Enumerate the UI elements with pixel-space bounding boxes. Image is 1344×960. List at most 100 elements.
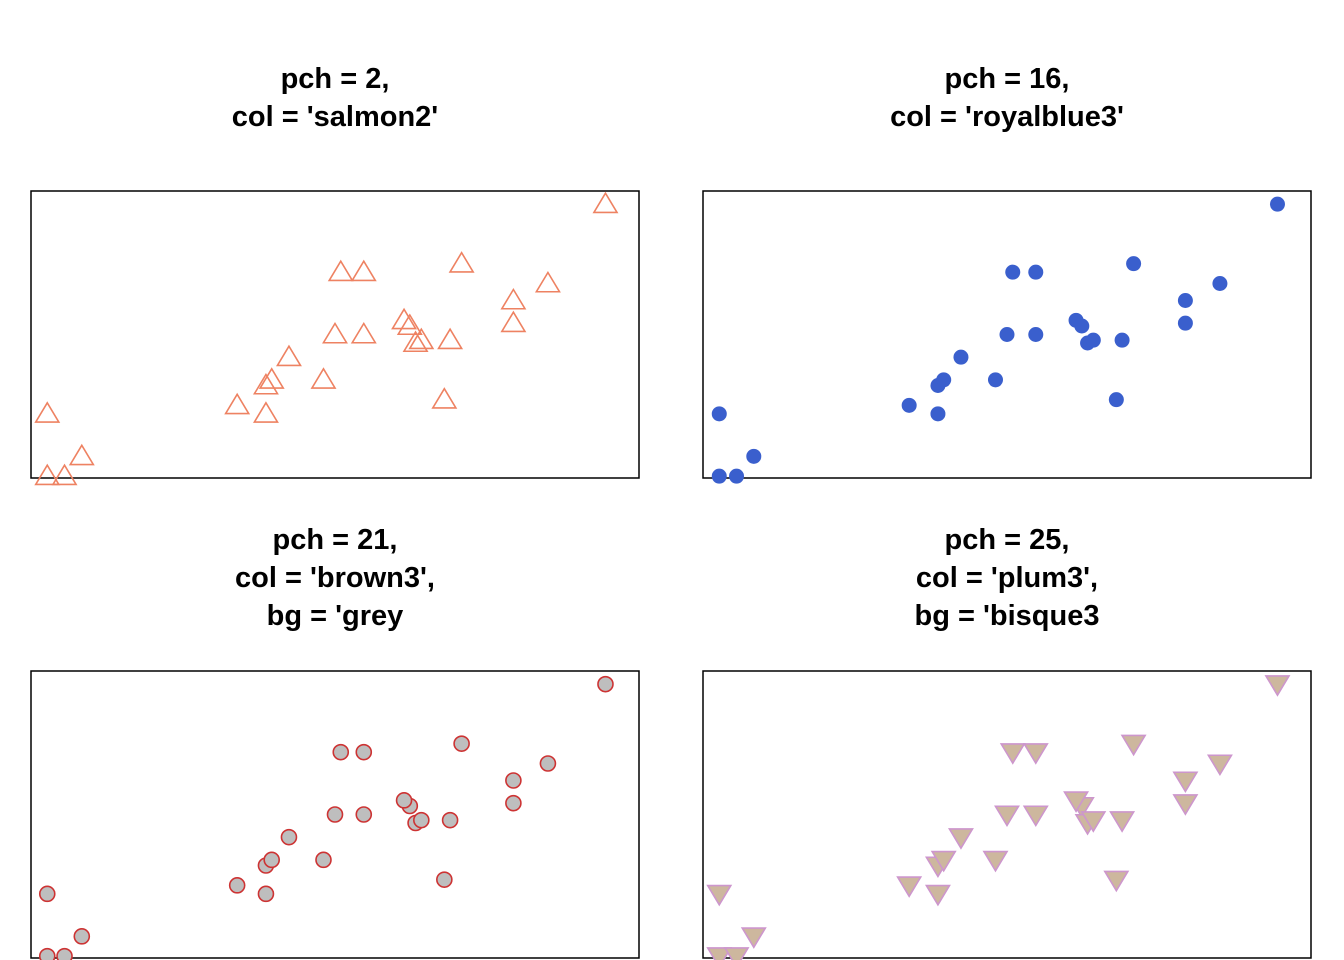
data-point <box>953 349 969 365</box>
panel-title-2: pch = 16, col = 'royalblue3' <box>702 60 1312 136</box>
data-point <box>999 327 1015 342</box>
panel-title-4-line-2: col = 'plum3', <box>915 562 1099 594</box>
panel-title-4: pch = 25, col = 'plum3', bg = 'bisque3 <box>702 521 1312 635</box>
data-point <box>51 463 78 486</box>
data-point <box>947 828 974 850</box>
data-point <box>711 468 727 484</box>
data-point <box>73 928 91 945</box>
data-point <box>258 367 285 389</box>
data-point <box>901 397 917 413</box>
data-point <box>1028 327 1044 342</box>
data-point <box>431 387 458 409</box>
data-point <box>1126 256 1142 272</box>
data-point <box>505 794 522 812</box>
data-point <box>1028 264 1044 280</box>
data-point <box>448 251 475 273</box>
panel-title-2-line-1: pch = 16, <box>944 63 1070 95</box>
data-point <box>252 401 279 423</box>
data-point <box>706 884 733 907</box>
data-point <box>34 401 61 423</box>
data-point <box>1022 743 1049 765</box>
data-point <box>441 811 459 829</box>
data-point <box>437 327 464 350</box>
data-point <box>1005 264 1021 280</box>
data-point <box>592 191 619 214</box>
data-point <box>280 828 298 846</box>
data-point <box>332 743 350 761</box>
data-point <box>310 367 337 389</box>
data-point <box>453 735 470 752</box>
data-point <box>1177 293 1193 308</box>
data-point <box>999 743 1026 765</box>
scatter-plot-4 <box>702 670 1312 960</box>
panel-title-1-line-2: col = 'salmon2' <box>231 101 439 133</box>
data-point <box>1080 811 1107 833</box>
data-point <box>1206 754 1233 777</box>
data-point <box>936 372 952 388</box>
data-point <box>896 876 923 898</box>
data-point <box>224 392 251 415</box>
data-point <box>350 321 377 344</box>
data-point <box>275 344 302 367</box>
data-point <box>1269 196 1285 212</box>
data-point <box>327 259 354 282</box>
data-point <box>1068 312 1084 328</box>
data-point <box>402 330 429 353</box>
data-point <box>322 321 348 344</box>
panel-title-3: pch = 21, col = 'brown3', bg = 'grey <box>30 521 640 635</box>
data-point <box>711 406 727 422</box>
data-point <box>252 372 279 395</box>
data-point <box>34 463 61 486</box>
scatter-plot-3 <box>30 670 640 960</box>
data-point <box>1085 332 1101 348</box>
data-point <box>723 947 750 960</box>
data-point <box>1264 675 1291 697</box>
data-point <box>408 327 435 350</box>
panel-title-2-line-2: col = 'royalblue3' <box>890 101 1124 133</box>
data-point <box>597 675 614 693</box>
data-point <box>413 811 430 829</box>
data-point <box>355 806 373 823</box>
data-point <box>505 772 522 789</box>
data-point <box>930 406 946 422</box>
data-point <box>982 850 1009 873</box>
scatter-plot-2 <box>702 190 1312 484</box>
data-point <box>315 851 332 869</box>
data-point <box>436 871 453 888</box>
data-point <box>38 947 56 960</box>
panel-title-4-line-3: bg = 'bisque3 <box>914 600 1100 632</box>
data-point <box>746 448 762 464</box>
data-point <box>1063 791 1090 813</box>
data-point <box>930 850 957 873</box>
panel-title-3-line-2: col = 'brown3', <box>235 562 435 594</box>
data-point <box>534 270 561 293</box>
data-point <box>924 884 951 907</box>
data-point <box>539 755 557 772</box>
data-point <box>706 947 733 960</box>
data-point <box>38 885 56 903</box>
data-point <box>1108 392 1124 408</box>
data-point <box>1172 794 1199 816</box>
data-point <box>740 927 767 949</box>
data-point <box>729 468 745 484</box>
plot-frame <box>30 670 640 959</box>
data-point <box>350 259 377 282</box>
data-point <box>994 805 1020 828</box>
data-point <box>56 947 73 960</box>
data-point <box>1022 805 1049 828</box>
plot-frame <box>702 190 1312 479</box>
data-point <box>1103 870 1130 893</box>
data-point <box>1120 734 1147 757</box>
panel-title-1-line-1: pch = 2, <box>280 63 390 95</box>
data-point <box>500 310 527 333</box>
plot-frame <box>30 190 640 479</box>
plot-frame <box>702 670 1312 959</box>
data-point <box>1114 332 1130 348</box>
data-point <box>391 307 418 330</box>
data-point <box>257 885 275 903</box>
data-point <box>326 806 344 823</box>
panel-title-4-line-1: pch = 25, <box>944 524 1070 556</box>
data-point <box>1172 771 1199 794</box>
data-point <box>500 287 527 310</box>
data-point <box>395 792 413 809</box>
